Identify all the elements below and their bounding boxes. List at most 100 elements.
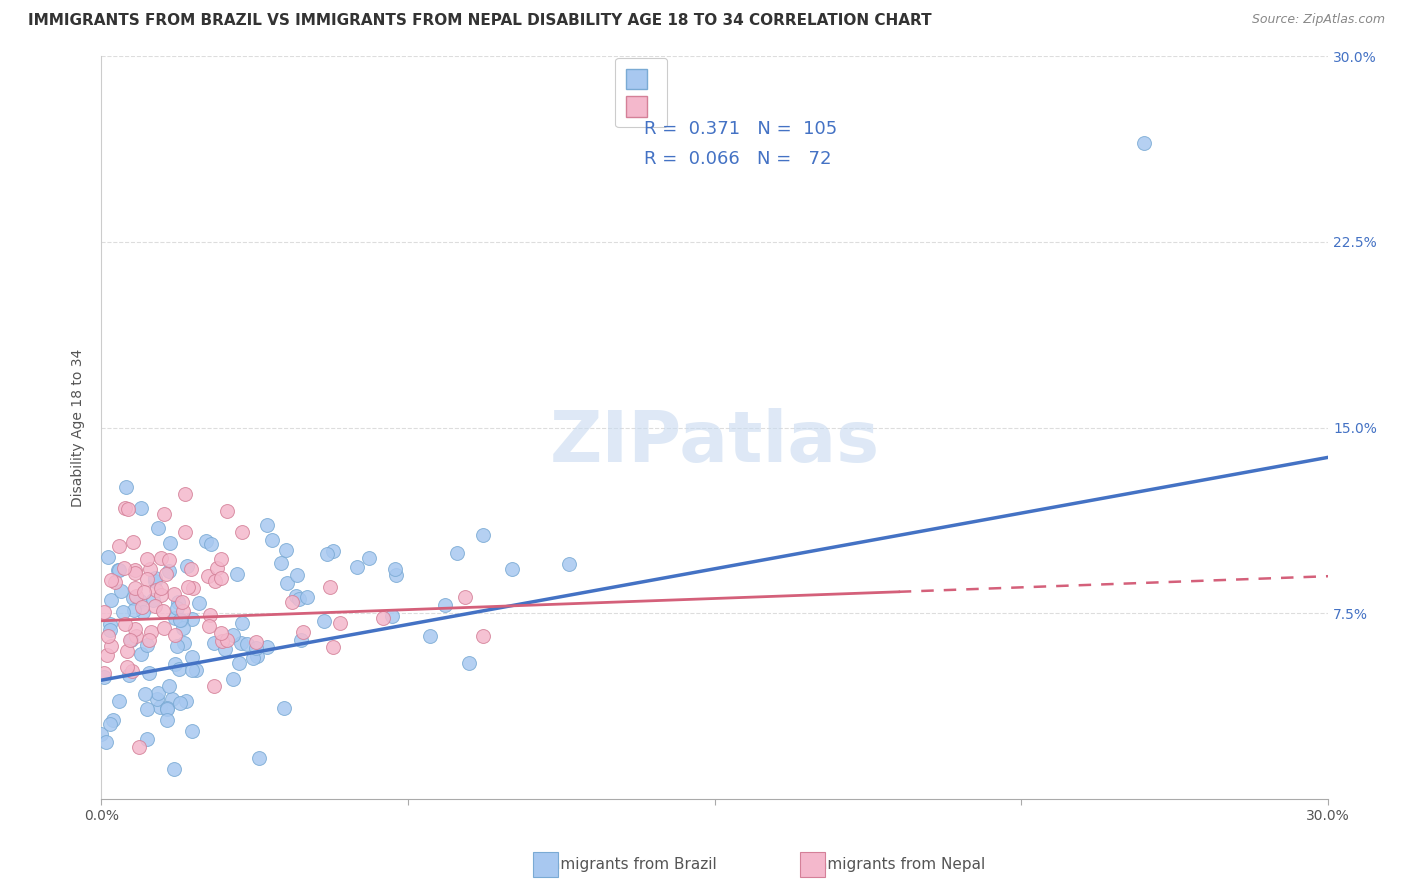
- Y-axis label: Disability Age 18 to 34: Disability Age 18 to 34: [72, 349, 86, 507]
- Point: [108, 563, 131, 577]
- Point: [322, 544, 344, 558]
- Point: [138, 665, 160, 680]
- Point: [222, 628, 245, 642]
- Point: [100, 573, 122, 587]
- Point: [138, 632, 160, 647]
- Point: [122, 535, 145, 549]
- Text: Immigrants from Nepal: Immigrants from Nepal: [808, 857, 986, 872]
- Point: [209, 626, 232, 640]
- Point: [149, 550, 172, 565]
- Point: [202, 636, 225, 650]
- Point: [454, 591, 477, 605]
- Point: [167, 662, 190, 676]
- Point: [145, 583, 167, 598]
- Point: [156, 713, 179, 727]
- Point: [149, 588, 172, 602]
- Point: [100, 616, 122, 631]
- Point: [433, 598, 456, 612]
- Point: [100, 640, 122, 654]
- Point: [98, 623, 121, 637]
- Point: [322, 640, 344, 655]
- Point: [136, 731, 159, 746]
- Point: [145, 571, 167, 585]
- Point: [285, 568, 308, 582]
- Point: [211, 633, 233, 648]
- Point: [176, 559, 198, 574]
- Point: [256, 640, 278, 654]
- Point: [314, 615, 336, 629]
- Point: [346, 560, 368, 574]
- Point: [276, 576, 298, 591]
- Text: R =  0.066   N =   72: R = 0.066 N = 72: [644, 151, 831, 169]
- Point: [270, 557, 292, 571]
- Point: [163, 587, 186, 601]
- Point: [97, 629, 120, 643]
- Point: [96, 648, 118, 662]
- Point: [160, 691, 183, 706]
- Point: [114, 480, 136, 494]
- Point: [194, 534, 217, 549]
- Point: [381, 609, 404, 624]
- Point: [152, 621, 174, 635]
- Point: [135, 638, 157, 652]
- Point: [129, 647, 152, 661]
- Point: [117, 660, 139, 674]
- Point: [166, 600, 188, 615]
- Point: [169, 696, 191, 710]
- Point: [198, 607, 221, 622]
- Point: [141, 624, 163, 639]
- Point: [98, 717, 121, 731]
- Point: [131, 599, 153, 614]
- Point: [169, 613, 191, 627]
- Point: [181, 612, 204, 626]
- Point: [118, 632, 141, 647]
- Point: [446, 546, 468, 560]
- Point: [97, 550, 120, 565]
- Point: [93, 670, 115, 684]
- Point: [197, 618, 219, 632]
- Point: [166, 595, 188, 609]
- Point: [146, 691, 169, 706]
- Point: [245, 635, 267, 649]
- Point: [117, 502, 139, 516]
- Point: [316, 547, 339, 561]
- Point: [211, 552, 233, 566]
- Point: [107, 563, 129, 577]
- Point: [146, 686, 169, 700]
- Point: [471, 629, 494, 643]
- Point: [136, 552, 159, 566]
- Point: [163, 657, 186, 672]
- Point: [242, 650, 264, 665]
- Point: [152, 604, 174, 618]
- Point: [124, 622, 146, 636]
- Point: [247, 751, 270, 765]
- Point: [180, 562, 202, 576]
- Point: [501, 562, 523, 576]
- Point: [128, 739, 150, 754]
- Point: [181, 649, 204, 664]
- Point: [128, 593, 150, 607]
- Point: [221, 672, 243, 686]
- Point: [181, 723, 204, 738]
- Point: [155, 566, 177, 581]
- Point: [157, 679, 180, 693]
- Point: [124, 566, 146, 580]
- Point: [172, 604, 194, 618]
- Point: [260, 533, 283, 548]
- Point: [107, 539, 129, 553]
- Point: [228, 656, 250, 670]
- Point: [101, 713, 124, 727]
- Point: [281, 595, 304, 609]
- Point: [125, 629, 148, 643]
- Point: [110, 583, 132, 598]
- Point: [93, 605, 115, 619]
- Point: [155, 701, 177, 715]
- Point: [215, 633, 238, 648]
- Point: [136, 572, 159, 586]
- Point: [90, 727, 112, 741]
- Point: [209, 571, 232, 585]
- Point: [385, 568, 408, 582]
- Point: [125, 589, 148, 603]
- Point: [256, 518, 278, 533]
- Point: [115, 644, 138, 658]
